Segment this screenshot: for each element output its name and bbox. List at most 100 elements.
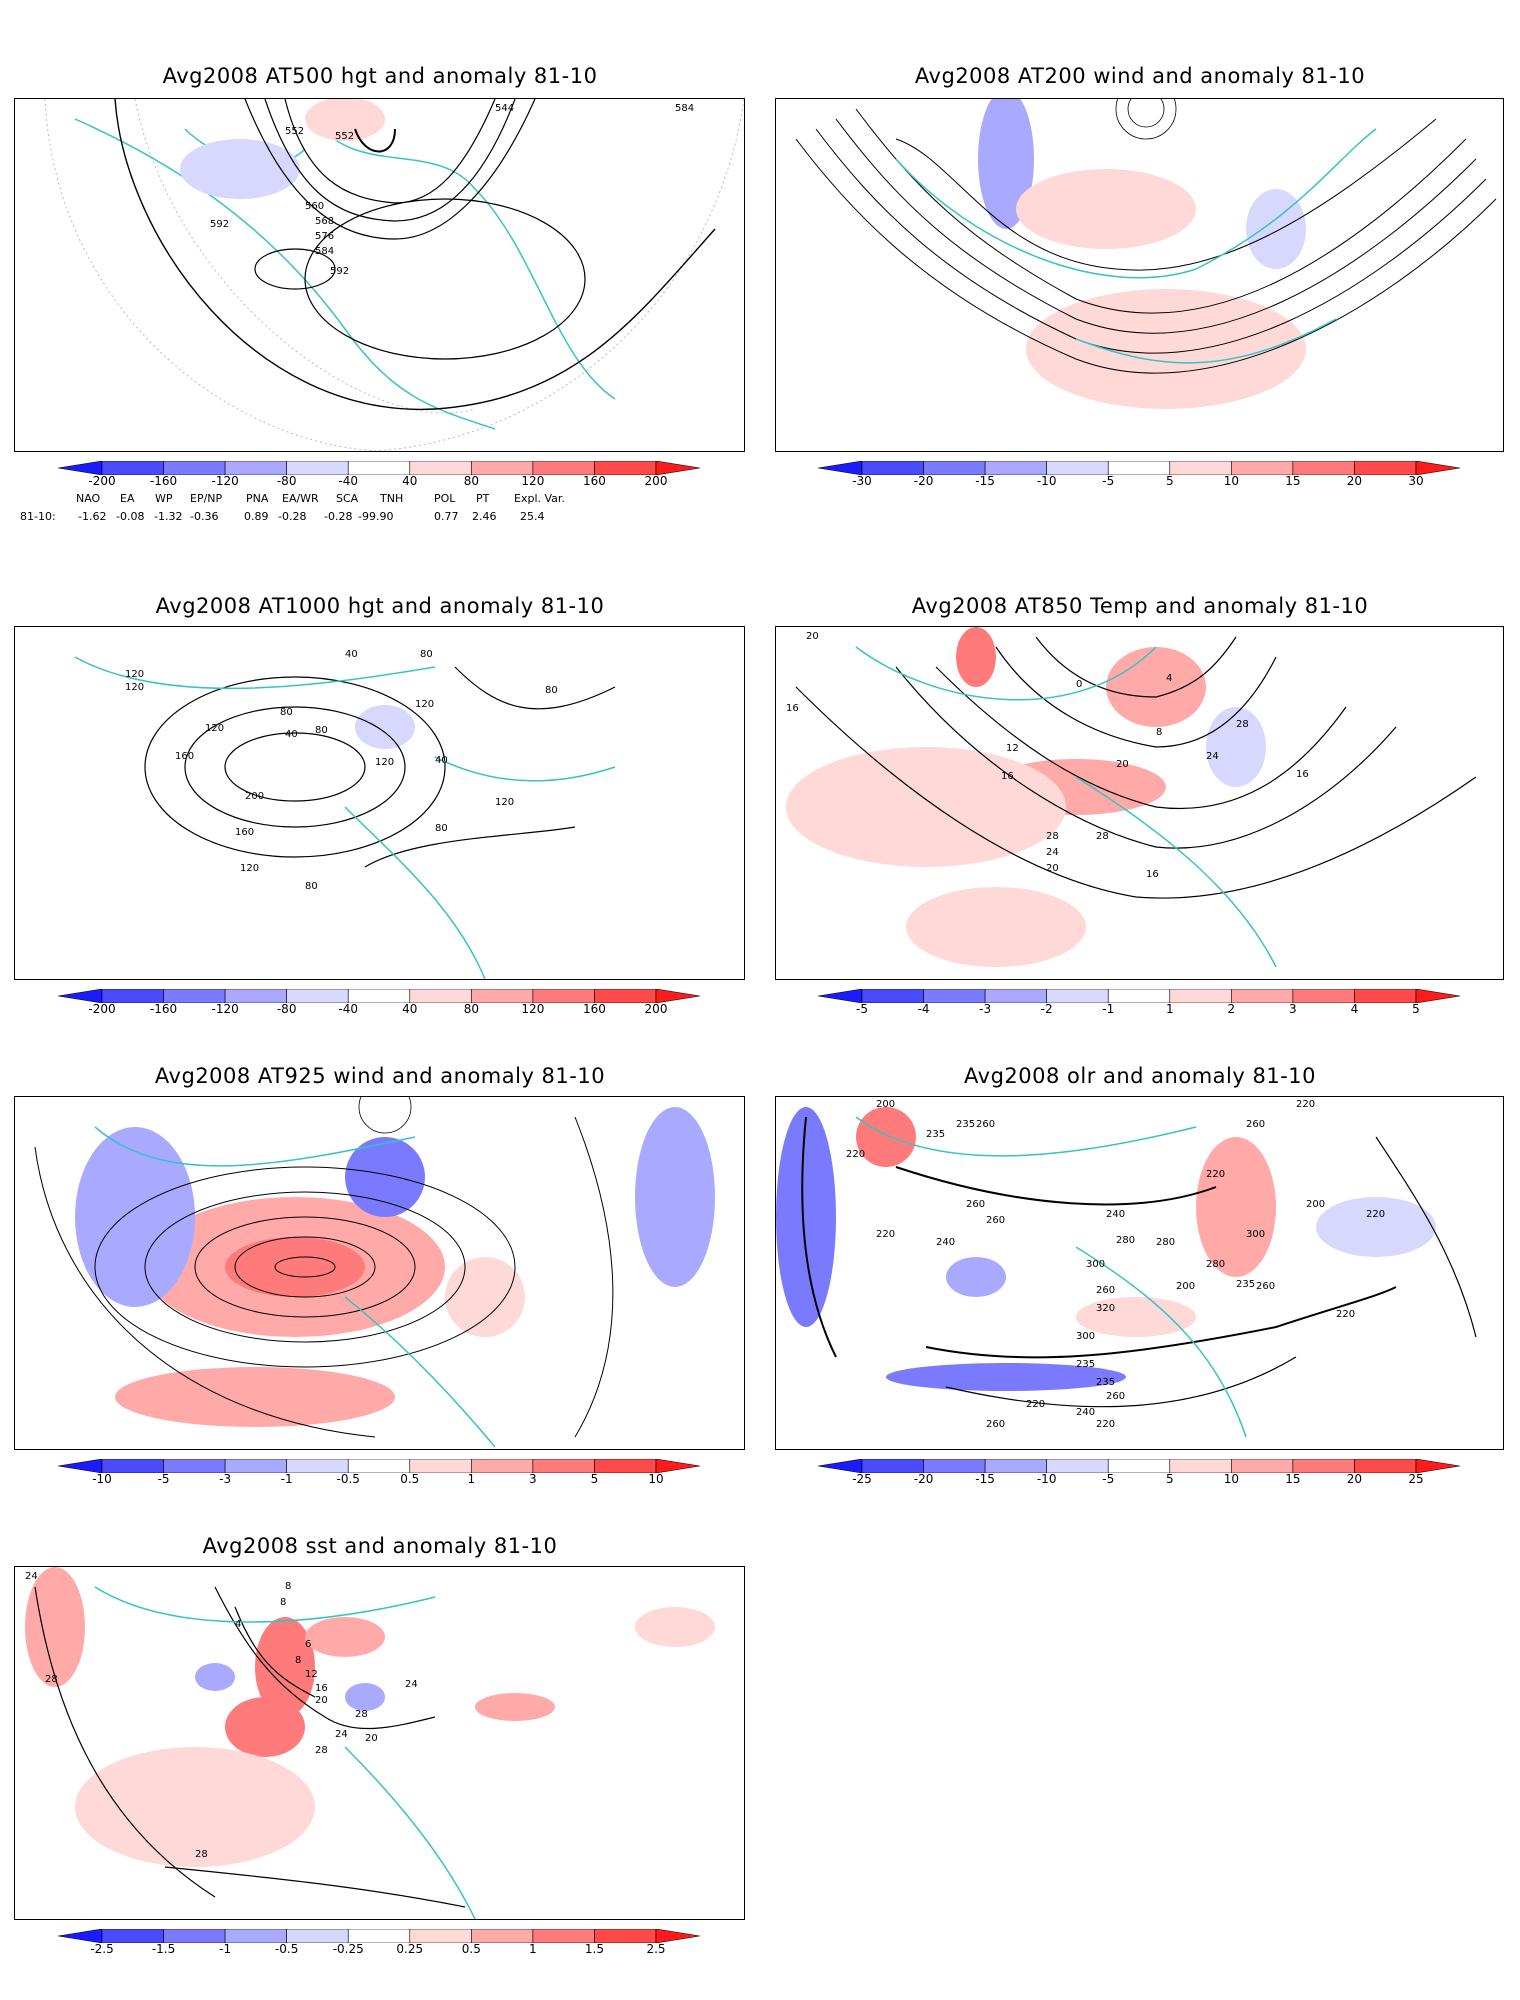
colorbar-swatch bbox=[817, 1458, 863, 1474]
colorbar-tick-label: -200 bbox=[88, 1002, 116, 1016]
map-frame: 24 28 8 8 4 6 8 12 16 20 24 28 20 24 28 28 bbox=[14, 1566, 745, 1920]
contour-label: 120 bbox=[415, 699, 434, 710]
panel-at500-hgt: Avg2008 AT500 hgt and anomaly 81-10 544 5… bbox=[0, 0, 760, 560]
colorbar-swatch bbox=[224, 460, 287, 476]
panel-title: Avg2008 AT200 wind and anomaly 81-10 bbox=[914, 64, 1366, 88]
colorbar-tick-label: 30 bbox=[1408, 474, 1424, 488]
map-frame: 120 120 120 40 80 80 120 120 40 80 160 200 160 120 80 4… bbox=[14, 626, 745, 980]
colorbar-swatch bbox=[1292, 988, 1355, 1004]
colorbar-swatch bbox=[347, 1928, 411, 1944]
colorbar-tick-label: 3 bbox=[529, 1472, 537, 1486]
colorbar-tick-label: 0.25 bbox=[396, 1942, 424, 1956]
contour-label: 8 bbox=[1156, 727, 1162, 738]
contour-label: 220 bbox=[1096, 1419, 1115, 1430]
contour-label: 40 bbox=[285, 729, 298, 740]
colorbar: -2.5 -1.5 -1 -0.5 -0.25 0.25 0.5 1 1.5 2.5 bbox=[57, 1928, 701, 1960]
panel-sst: Avg2008 sst and anomaly 81-10 24 28 8 8 4 6 8 1… bbox=[0, 1500, 760, 1970]
contour-label: 220 bbox=[876, 1229, 895, 1240]
contour-label: 235 bbox=[926, 1129, 945, 1140]
colorbar-swatch bbox=[101, 1928, 164, 1944]
contour-label: 120 bbox=[125, 682, 144, 693]
contour-label: 280 bbox=[1156, 1237, 1175, 1248]
colorbar-tick-label: 10 bbox=[1223, 474, 1239, 488]
contour-label: 220 bbox=[1026, 1399, 1045, 1410]
colorbar-tick-label: 120 bbox=[521, 474, 545, 488]
colorbar-swatch bbox=[347, 460, 411, 476]
colorbar-swatch bbox=[1169, 460, 1232, 476]
index-value-cell: -1.32 bbox=[154, 510, 183, 523]
contour-label: 160 bbox=[235, 827, 254, 838]
contour-label: 260 bbox=[986, 1419, 1005, 1430]
contour-label: 80 bbox=[305, 881, 318, 892]
map-plot: 20 16 0 4 8 12 16 20 24 28 28 24 20 28 16 16 bbox=[786, 627, 1477, 968]
colorbar-tick-label: -4 bbox=[917, 1002, 930, 1016]
colorbar-tick-label: -40 bbox=[338, 474, 359, 488]
colorbar-tick-label: 2 bbox=[1227, 1002, 1236, 1016]
colorbar-swatch bbox=[1415, 460, 1461, 476]
contour-label: 240 bbox=[1076, 1407, 1095, 1418]
colorbar-swatch bbox=[163, 1928, 226, 1944]
map-plot bbox=[795, 99, 1497, 409]
colorbar-tick-label: 80 bbox=[463, 474, 479, 488]
colorbar-swatch bbox=[594, 988, 657, 1004]
contour-label: 260 bbox=[1246, 1119, 1265, 1130]
colorbar-labels: -10 -5 -3 -1 -0.5 0.5 1 3 5 10 bbox=[58, 1472, 700, 1488]
contour-label: 592 bbox=[210, 219, 229, 230]
colorbar-swatch bbox=[1046, 988, 1109, 1004]
contour-label: 28 bbox=[195, 1849, 208, 1860]
contour-label: 120 bbox=[375, 757, 394, 768]
colorbar-tick-label: -25 bbox=[852, 1472, 872, 1486]
contour-label: 40 bbox=[345, 649, 358, 660]
index-header-cell: PNA bbox=[246, 492, 269, 505]
colorbar-swatch bbox=[101, 460, 164, 476]
colorbar-labels: -2.5 -1.5 -1 -0.5 -0.25 0.25 0.5 1 1.5 2.5 bbox=[58, 1942, 700, 1958]
contour-label: 320 bbox=[1096, 1303, 1115, 1314]
colorbar-swatches bbox=[57, 460, 701, 476]
colorbar-tick-label: 20 bbox=[1346, 474, 1363, 488]
colorbar-tick-label: -5 bbox=[856, 1002, 868, 1016]
colorbar-swatches bbox=[57, 1928, 701, 1944]
colorbar-tick-label: -80 bbox=[276, 1002, 297, 1016]
colorbar-swatch bbox=[286, 1458, 349, 1474]
colorbar-swatch bbox=[1169, 1458, 1232, 1474]
colorbar-swatch bbox=[471, 1458, 534, 1474]
contour-label: 28 bbox=[1096, 831, 1109, 842]
colorbar-tick-label: 1.5 bbox=[584, 1942, 604, 1956]
colorbar-tick-label: -3 bbox=[219, 1472, 232, 1486]
contour-label: 260 bbox=[976, 1119, 995, 1130]
panel-at200-wind: Avg2008 AT200 wind and anomaly 81-10 -30… bbox=[760, 0, 1520, 560]
contour-label: 16 bbox=[1296, 769, 1309, 780]
contour-label: 300 bbox=[1246, 1229, 1265, 1240]
contour-label: 568 bbox=[315, 216, 334, 227]
colorbar: -5 -4 -3 -2 -1 1 2 3 4 5 bbox=[817, 988, 1461, 1020]
colorbar-tick-label: 25 bbox=[1408, 1472, 1424, 1486]
contour-label: 24 bbox=[335, 1729, 348, 1740]
colorbar-tick-label: 160 bbox=[582, 474, 606, 488]
colorbar-tick-label: -20 bbox=[913, 1472, 934, 1486]
contour-label: 16 bbox=[1001, 771, 1014, 782]
colorbar-tick-label: 1 bbox=[467, 1472, 476, 1486]
teleconnection-index-table: NAO EA WP EP/NP PNA EA/WR SCA TNH POL PT Expl. Var… bbox=[20, 492, 740, 532]
colorbar-tick-label: -1 bbox=[219, 1942, 232, 1956]
contour-label: 260 bbox=[1106, 1391, 1125, 1402]
colorbar-tick-label: 2.5 bbox=[646, 1942, 666, 1956]
contour-label: 16 bbox=[786, 703, 799, 714]
index-header-cell: SCA bbox=[336, 492, 359, 505]
colorbar-tick-label: 40 bbox=[402, 1002, 418, 1016]
contour-label: 220 bbox=[1296, 1099, 1315, 1110]
colorbar-tick-label: 0.5 bbox=[400, 1472, 420, 1486]
panel-at850-temp: Avg2008 AT850 Temp and anomaly 81-10 20 1… bbox=[760, 560, 1520, 1030]
colorbar-swatch bbox=[163, 988, 226, 1004]
colorbar-swatch bbox=[1354, 460, 1417, 476]
contour-label: 24 bbox=[1046, 847, 1059, 858]
index-value-cell: -1.62 bbox=[78, 510, 107, 523]
index-header-cell: PT bbox=[476, 492, 490, 505]
contour-label: 12 bbox=[305, 1669, 318, 1680]
colorbar-tick-label: -80 bbox=[276, 474, 297, 488]
colorbar-tick-label: 120 bbox=[521, 1002, 545, 1016]
colorbar-swatch bbox=[1354, 1458, 1417, 1474]
contour-label: 0 bbox=[1076, 679, 1082, 690]
colorbar-tick-label: -120 bbox=[211, 1002, 239, 1016]
colorbar-swatch bbox=[347, 1458, 411, 1474]
